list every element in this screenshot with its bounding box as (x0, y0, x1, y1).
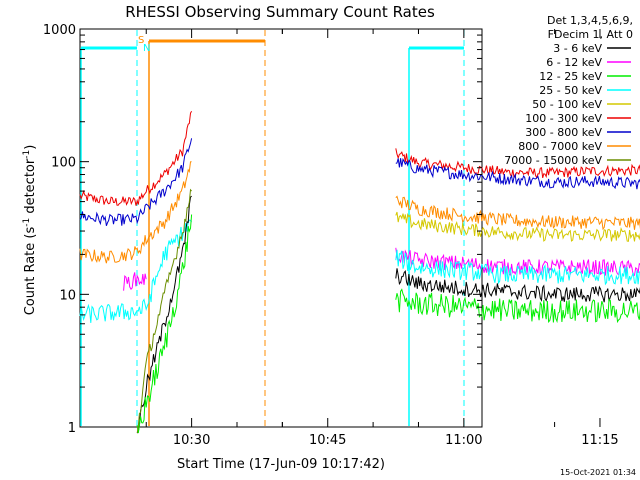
series-line (395, 288, 640, 324)
legend-header-line-1: Det 1,3,4,5,6,9, (547, 14, 633, 27)
marker-label-s: S (138, 35, 144, 46)
series-line (395, 211, 640, 242)
x-tick-label: 11:15 (581, 433, 618, 448)
plot-frame (79, 28, 483, 428)
y-tick-label: 10 (59, 288, 76, 303)
overlay-bars: S N (80, 30, 465, 426)
y-axis-label-part-2: detector (23, 158, 38, 218)
legend-entry-label: 25 - 50 keV (539, 84, 602, 97)
x-tick-label: 10:30 (173, 433, 210, 448)
series-line (395, 268, 640, 303)
legend-entry-label: 300 - 800 keV (525, 126, 602, 139)
series-line (79, 138, 193, 226)
series-line (79, 219, 193, 323)
y-axis-label-part-3: ) (23, 145, 38, 150)
footer-timestamp: 15-Oct-2021 01:34 (560, 468, 636, 477)
series-line (136, 214, 193, 434)
chart-title: RHESSI Observing Summary Count Rates (125, 3, 435, 21)
legend-entry-label: 50 - 100 keV (532, 98, 602, 111)
series-line (123, 272, 147, 291)
y-axis-label-sup-2: -1 (22, 150, 32, 159)
series-line (79, 161, 192, 264)
y-tick-label: 1 (68, 421, 76, 436)
y-tick-label: 100 (51, 156, 76, 171)
series-line (136, 188, 192, 434)
series-line (136, 195, 192, 434)
x-tick-label: 10:45 (309, 433, 346, 448)
legend-header-line-2: FDecim 1, Att 0 (548, 28, 633, 41)
legend-entry-label: 3 - 6 keV (553, 42, 602, 55)
x-tick-label: 11:00 (445, 433, 482, 448)
series-line (395, 247, 640, 276)
legend-entry-label: 100 - 300 keV (525, 112, 602, 125)
legend-entry-label: 800 - 7000 keV (518, 140, 602, 153)
series-line (79, 110, 193, 206)
series-line (395, 249, 640, 286)
series-line (395, 195, 640, 231)
x-axis-label: Start Time (17-Jun-09 10:17:42) (177, 457, 385, 472)
y-axis-label-sup-1: -1 (22, 218, 32, 227)
y-axis-label: Count Rate (s-1 detector-1) (22, 145, 38, 316)
legend-entry-label: 12 - 25 keV (539, 70, 602, 83)
y-tick-label: 1000 (43, 23, 76, 38)
y-axis-label-part-1: Count Rate (s (23, 227, 38, 316)
series-line (395, 157, 640, 190)
series-layer (79, 110, 640, 434)
legend: Det 1,3,4,5,6,9, FDecim 1, Att 0 3 - 6 k… (504, 14, 633, 167)
legend-entry-label: 7000 - 15000 keV (504, 154, 602, 167)
marker-label-n: N (143, 43, 150, 54)
legend-entry-label: 6 - 12 keV (546, 56, 602, 69)
